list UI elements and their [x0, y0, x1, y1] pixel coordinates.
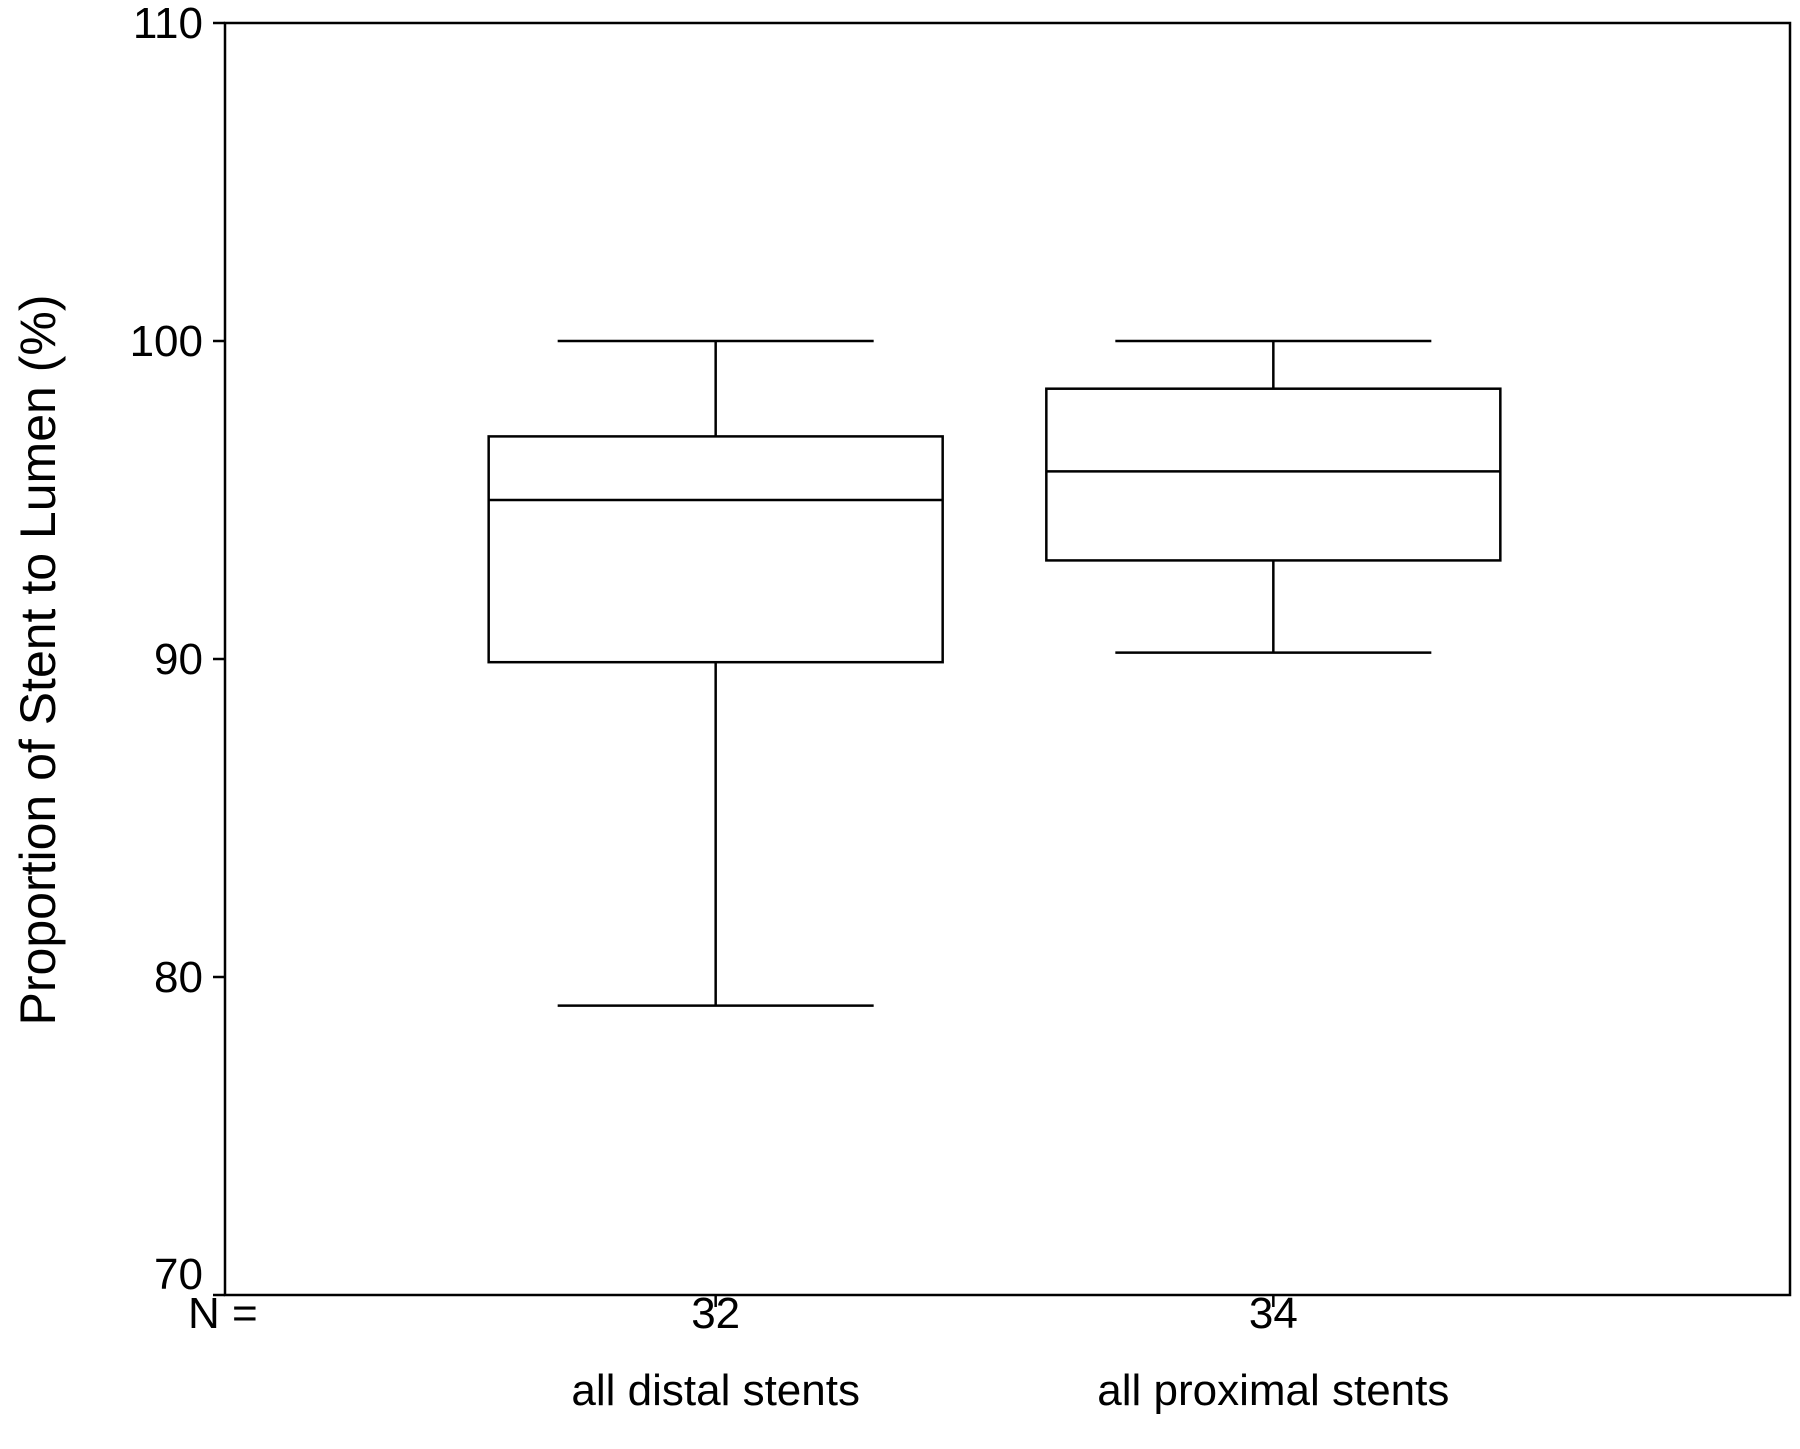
category-label: all proximal stents: [1097, 1366, 1449, 1415]
n-value-label: 34: [1249, 1289, 1298, 1338]
category-label: all distal stents: [571, 1366, 860, 1415]
n-prefix-label: N =: [188, 1289, 258, 1338]
box-series: [487, 339, 1502, 1007]
y-tick-label: 80: [154, 953, 203, 1002]
n-value-label: 32: [691, 1289, 740, 1338]
y-axis-title: Proportion of Stent to Lumen (%): [10, 295, 66, 1026]
y-tick-label: 90: [154, 635, 203, 684]
plot-area-frame: [223, 21, 1792, 1297]
y-tick-label: 100: [130, 317, 203, 366]
x-axis: 32 all distal stents 34 all proximal stents: [571, 1289, 1449, 1415]
y-tick-label: 70: [154, 1250, 203, 1299]
iqr-box: [487, 435, 944, 664]
y-axis: 70 80 90 100 110: [130, 0, 225, 1299]
y-tick-label: 110: [133, 0, 203, 48]
box-2: [1045, 339, 1502, 654]
box-1: [487, 339, 944, 1007]
iqr-box: [1045, 387, 1502, 562]
